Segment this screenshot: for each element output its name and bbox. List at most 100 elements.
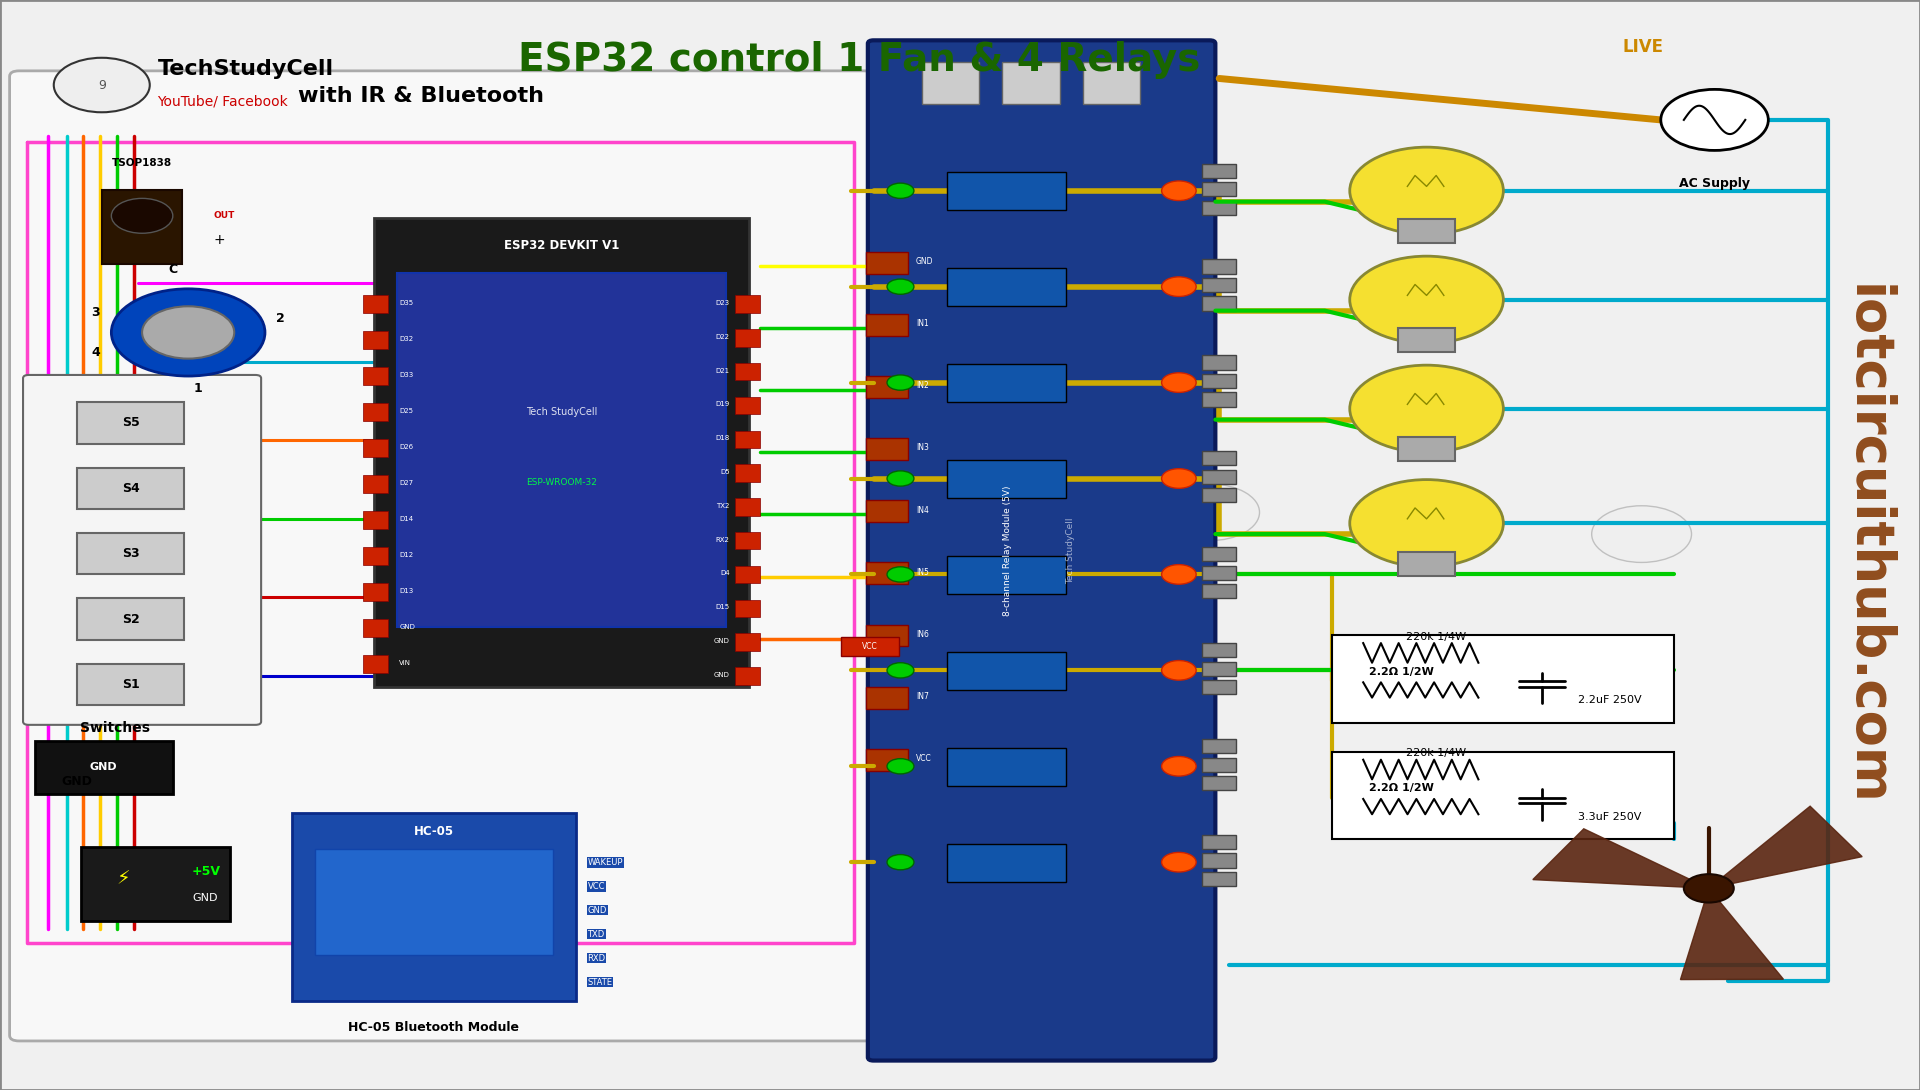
FancyBboxPatch shape (23, 375, 261, 725)
Text: TSOP1838: TSOP1838 (111, 158, 173, 168)
Text: 4: 4 (92, 347, 100, 360)
Text: IN7: IN7 (916, 692, 929, 701)
Text: Tech StudyCell: Tech StudyCell (526, 407, 597, 416)
Bar (947, 844, 1066, 882)
FancyBboxPatch shape (868, 40, 1215, 1061)
Bar (1202, 355, 1236, 370)
Text: TXD: TXD (588, 930, 605, 938)
Bar (1002, 62, 1060, 104)
Bar (735, 329, 760, 347)
Text: RX2: RX2 (716, 536, 730, 543)
Circle shape (54, 58, 150, 112)
Circle shape (887, 759, 914, 774)
Text: IN1: IN1 (916, 319, 929, 328)
Bar (1083, 62, 1140, 104)
Text: Tech StudyCell: Tech StudyCell (1066, 517, 1075, 584)
Bar (1202, 853, 1236, 868)
Text: D4: D4 (720, 570, 730, 577)
Bar (363, 295, 388, 313)
Circle shape (887, 279, 914, 294)
Text: D35: D35 (399, 300, 413, 306)
Circle shape (1661, 89, 1768, 150)
Bar (735, 295, 760, 313)
Text: D22: D22 (716, 334, 730, 340)
Circle shape (111, 289, 265, 376)
Bar (1202, 680, 1236, 694)
Text: +5V: +5V (192, 865, 221, 879)
Bar (1202, 470, 1236, 484)
Text: HC-05 Bluetooth Module: HC-05 Bluetooth Module (348, 1021, 520, 1034)
Text: TX2: TX2 (716, 502, 730, 509)
Text: 9: 9 (98, 78, 106, 92)
Bar (866, 749, 908, 771)
Bar (1202, 182, 1236, 196)
Text: 2: 2 (276, 312, 284, 325)
Bar (1202, 776, 1236, 790)
Bar (735, 464, 760, 482)
Text: OUT: OUT (213, 211, 234, 220)
Bar (1202, 835, 1236, 849)
Circle shape (1350, 147, 1503, 234)
Bar (735, 363, 760, 380)
Bar (841, 637, 899, 656)
Text: RXD: RXD (588, 954, 605, 962)
Circle shape (1162, 181, 1196, 201)
Bar (922, 62, 979, 104)
Bar (947, 556, 1066, 594)
Text: with IR & Bluetooth: with IR & Bluetooth (298, 86, 543, 106)
Circle shape (1162, 756, 1196, 776)
Text: IN2: IN2 (916, 382, 929, 390)
Bar (866, 625, 908, 646)
Text: D23: D23 (716, 300, 730, 306)
Text: C: C (169, 263, 177, 276)
Bar (292, 813, 576, 1001)
Bar (947, 172, 1066, 210)
Bar (1202, 164, 1236, 178)
Text: iotcircuithub.com: iotcircuithub.com (1841, 284, 1893, 806)
Bar (866, 376, 908, 398)
Circle shape (142, 306, 234, 359)
Bar (397, 272, 726, 627)
Text: D33: D33 (399, 372, 413, 378)
Text: 2.2uF 250V: 2.2uF 250V (1578, 695, 1642, 705)
Polygon shape (1532, 828, 1709, 888)
Bar (866, 438, 908, 460)
Bar (947, 652, 1066, 690)
Circle shape (1684, 874, 1734, 903)
Bar (735, 566, 760, 583)
Text: ESP32 control 1 Fan & 4 Relays: ESP32 control 1 Fan & 4 Relays (518, 41, 1200, 78)
Text: +: + (213, 233, 225, 246)
Text: S5: S5 (121, 416, 140, 429)
Bar (1202, 872, 1236, 886)
Text: GND: GND (588, 906, 607, 915)
Circle shape (111, 198, 173, 233)
Bar (363, 655, 388, 673)
Bar (735, 431, 760, 448)
Bar (866, 562, 908, 584)
Text: VCC: VCC (916, 754, 931, 763)
Text: S2: S2 (121, 613, 140, 626)
Text: D26: D26 (399, 444, 413, 450)
Bar (1202, 201, 1236, 215)
Bar (1202, 547, 1236, 561)
Text: 2.2Ω 1/2W: 2.2Ω 1/2W (1369, 667, 1434, 677)
Bar (1202, 662, 1236, 676)
Bar (35, 741, 173, 794)
Bar (363, 619, 388, 637)
Bar (735, 600, 760, 617)
Bar (1202, 739, 1236, 753)
Bar (866, 314, 908, 336)
Bar (1202, 584, 1236, 598)
Text: D19: D19 (716, 401, 730, 408)
Text: IN6: IN6 (916, 630, 929, 639)
Bar (947, 364, 1066, 402)
Bar (1202, 296, 1236, 311)
Text: Switches: Switches (81, 722, 150, 736)
Circle shape (1162, 852, 1196, 872)
Bar (315, 849, 553, 955)
Circle shape (1162, 565, 1196, 584)
Bar (947, 268, 1066, 306)
Text: D5: D5 (720, 469, 730, 475)
Text: GND: GND (399, 623, 415, 630)
Bar (1202, 374, 1236, 388)
